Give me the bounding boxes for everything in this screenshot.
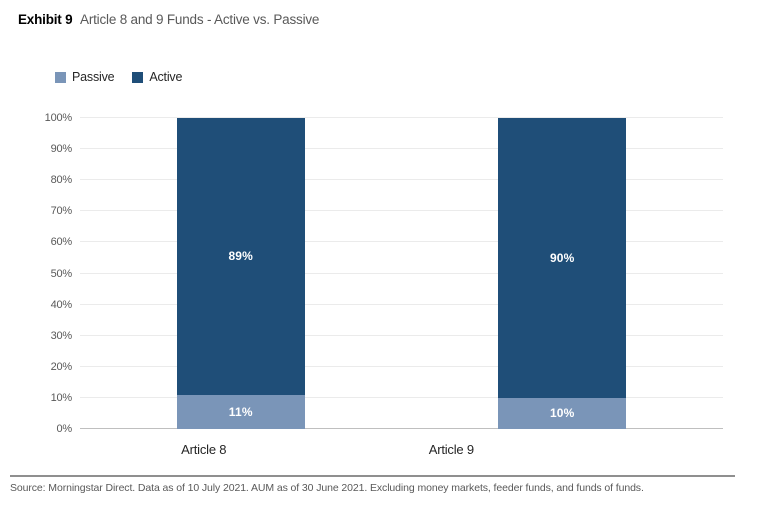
bar-data-label: 90% bbox=[549, 250, 575, 265]
legend-label: Active bbox=[149, 70, 183, 84]
y-tick-label: 10% bbox=[50, 391, 73, 404]
bar-segment-passive: 11% bbox=[176, 394, 305, 429]
chart-subtitle: Article 8 and 9 Funds - Active vs. Passi… bbox=[80, 12, 320, 27]
gridline-40 bbox=[80, 303, 723, 305]
bar-article-9: 10% 90% bbox=[498, 118, 627, 429]
legend-label: Passive bbox=[72, 70, 115, 84]
y-tick-label: 30% bbox=[50, 329, 73, 342]
footer-divider bbox=[10, 475, 735, 477]
y-tick-label: 0% bbox=[56, 423, 73, 435]
gridline-10 bbox=[80, 396, 723, 398]
x-axis-label-article-9: Article 9 bbox=[428, 442, 474, 457]
bar-data-label: 10% bbox=[549, 406, 575, 421]
y-tick-label: 20% bbox=[50, 360, 73, 373]
legend-swatch-icon bbox=[132, 71, 144, 83]
gridline-30 bbox=[80, 334, 723, 336]
gridline-20 bbox=[80, 365, 723, 367]
gridline-100 bbox=[80, 117, 723, 118]
bar-segment-active: 90% bbox=[498, 118, 627, 398]
gridline-90 bbox=[80, 148, 723, 150]
legend-item-passive: Passive bbox=[55, 70, 115, 84]
gridline-70 bbox=[80, 210, 723, 212]
legend: Passive Active bbox=[55, 70, 182, 84]
legend-item-active: Active bbox=[132, 70, 182, 84]
exhibit-label: Exhibit 9 bbox=[18, 12, 73, 27]
bar-segment-passive: 10% bbox=[498, 397, 627, 429]
gridline-80 bbox=[80, 179, 723, 181]
bar-data-label: 11% bbox=[228, 404, 253, 419]
y-tick-label: 60% bbox=[50, 236, 73, 249]
chart-title: Exhibit 9 Article 8 and 9 Funds - Active… bbox=[18, 12, 319, 27]
bar-article-8: 11% 89% bbox=[176, 118, 305, 429]
y-tick-label: 70% bbox=[50, 205, 73, 218]
bar-segment-active: 89% bbox=[176, 118, 305, 395]
bar-data-label: 89% bbox=[228, 249, 254, 264]
y-tick-label: 40% bbox=[50, 298, 73, 311]
gridline-50 bbox=[80, 272, 723, 274]
y-tick-label: 90% bbox=[50, 143, 73, 156]
x-axis-label-article-8: Article 8 bbox=[181, 442, 227, 457]
gridline-60 bbox=[80, 241, 723, 243]
gridline-0 bbox=[80, 428, 723, 429]
y-tick-label: 50% bbox=[50, 267, 73, 280]
plot-area: 0% 10% 20% 30% 40% 50% 60% 70% 80% 90% 100% 11% 89% 1… bbox=[45, 112, 723, 435]
legend-swatch-icon bbox=[55, 71, 66, 83]
source-note: Source: Morningstar Direct. Data as of 1… bbox=[10, 482, 644, 494]
y-tick-label: 80% bbox=[50, 174, 73, 187]
y-tick-label: 100% bbox=[44, 112, 73, 124]
